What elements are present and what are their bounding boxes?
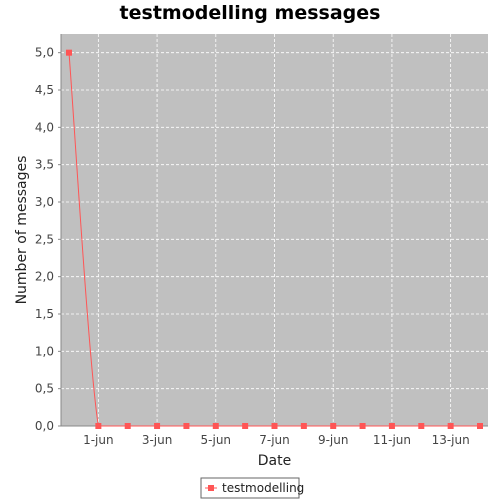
x-axis-label: Date — [258, 453, 291, 469]
x-tick-label: 7-jun — [259, 433, 290, 447]
y-axis-label: Number of messages — [14, 156, 30, 305]
x-tick-label: 9-jun — [318, 433, 349, 447]
y-tick-label: 2,0 — [35, 270, 54, 284]
data-point — [447, 423, 454, 429]
series-testmodelling — [66, 49, 483, 429]
data-point — [418, 423, 425, 429]
series-line — [68, 52, 480, 427]
data-point — [95, 423, 102, 429]
data-point — [477, 423, 483, 429]
y-tick-label: 4,0 — [35, 120, 54, 134]
data-point — [388, 423, 395, 429]
grid-lines — [61, 34, 488, 426]
x-tick-label: 1-jun — [83, 433, 114, 447]
y-tick-label: 2,5 — [35, 232, 54, 246]
chart-title: testmodelling messages — [119, 2, 381, 24]
data-point — [330, 423, 337, 429]
x-tick-label: 11-jun — [373, 433, 411, 447]
data-point — [154, 423, 161, 429]
legend-box — [200, 477, 300, 499]
y-tick-label: 3,0 — [35, 195, 54, 209]
data-point — [300, 423, 307, 429]
y-tick-label: 0,5 — [35, 382, 54, 396]
data-point — [212, 423, 219, 429]
x-tick-label: 3-jun — [142, 433, 173, 447]
legend-marker-icon — [208, 485, 214, 491]
y-tick-label: 5,0 — [35, 46, 54, 60]
data-point — [124, 423, 131, 429]
data-point — [271, 423, 278, 429]
y-tick-label: 0,0 — [35, 419, 54, 433]
data-point — [66, 49, 72, 56]
y-tick-label: 1,5 — [35, 307, 54, 321]
x-tick-label: 5-jun — [201, 433, 232, 447]
data-point — [183, 423, 190, 429]
y-tick-label: 1,0 — [35, 344, 54, 358]
x-tick-label: 13-jun — [432, 433, 470, 447]
legend[interactable]: testmodelling — [200, 477, 304, 499]
data-point — [359, 423, 366, 429]
y-tick-label: 4,5 — [35, 83, 54, 97]
legend-label: testmodelling — [222, 481, 304, 495]
data-point — [242, 423, 249, 429]
y-tick-label: 3,5 — [35, 158, 54, 172]
